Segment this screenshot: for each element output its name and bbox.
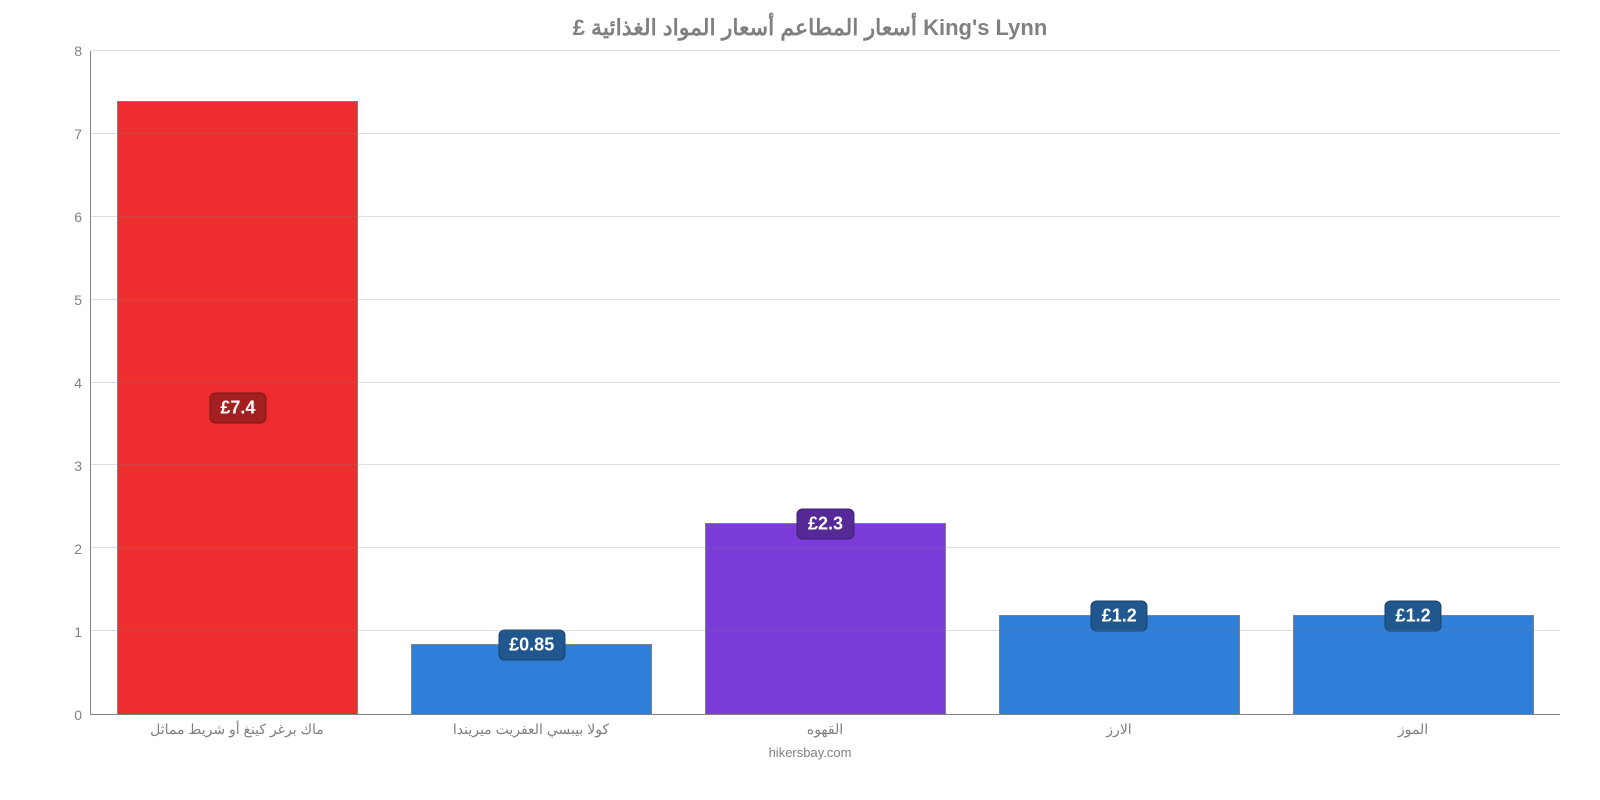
gridline [91,216,1560,217]
y-tick: 0 [74,707,82,723]
x-tick: ماك برغر كينغ أو شريط مماثل [90,715,384,743]
price-bar-chart: £ أسعار المطاعم أسعار المواد الغذائية Ki… [0,0,1600,800]
y-axis: 012345678 [60,51,90,715]
y-tick: 7 [74,126,82,142]
gridline [91,50,1560,51]
gridline [91,133,1560,134]
bar: £0.85 [411,644,652,714]
bar: £2.3 [705,523,946,714]
x-tick: كولا بيبسي العفريت ميريندا [384,715,678,743]
x-tick: الارز [972,715,1266,743]
y-tick: 4 [74,375,82,391]
bar: £7.4 [117,101,358,714]
gridline [91,464,1560,465]
y-tick: 2 [74,541,82,557]
x-tick: الموز [1266,715,1560,743]
gridline [91,382,1560,383]
bar-slot: £2.3 [679,51,973,714]
bars-container: £7.4 £0.85 £2.3 £1.2 £1.2 [91,51,1560,714]
gridline [91,630,1560,631]
y-tick: 3 [74,458,82,474]
bar-slot: £0.85 [385,51,679,714]
y-tick: 1 [74,624,82,640]
bar-value-label: £0.85 [498,629,565,660]
x-tick: القهوه [678,715,972,743]
bar-value-label: £2.3 [797,509,854,540]
y-tick: 8 [74,43,82,59]
bar-value-label: £1.2 [1091,600,1148,631]
bar-value-label: £7.4 [209,392,266,423]
x-axis: ماك برغر كينغ أو شريط مماثلكولا بيبسي ال… [90,715,1560,743]
gridline [91,299,1560,300]
bar-slot: £7.4 [91,51,385,714]
chart-title: £ أسعار المطاعم أسعار المواد الغذائية Ki… [60,15,1560,41]
y-tick: 5 [74,292,82,308]
bar-value-label: £1.2 [1385,600,1442,631]
bar-slot: £1.2 [972,51,1266,714]
y-tick: 6 [74,209,82,225]
plot-area: £7.4 £0.85 £2.3 £1.2 £1.2 [90,51,1560,715]
bar-slot: £1.2 [1266,51,1560,714]
gridline [91,547,1560,548]
plot-row: 012345678 £7.4£0.85£2.3£1.2£1.2 [60,51,1560,715]
chart-footer: hikersbay.com [60,745,1560,760]
